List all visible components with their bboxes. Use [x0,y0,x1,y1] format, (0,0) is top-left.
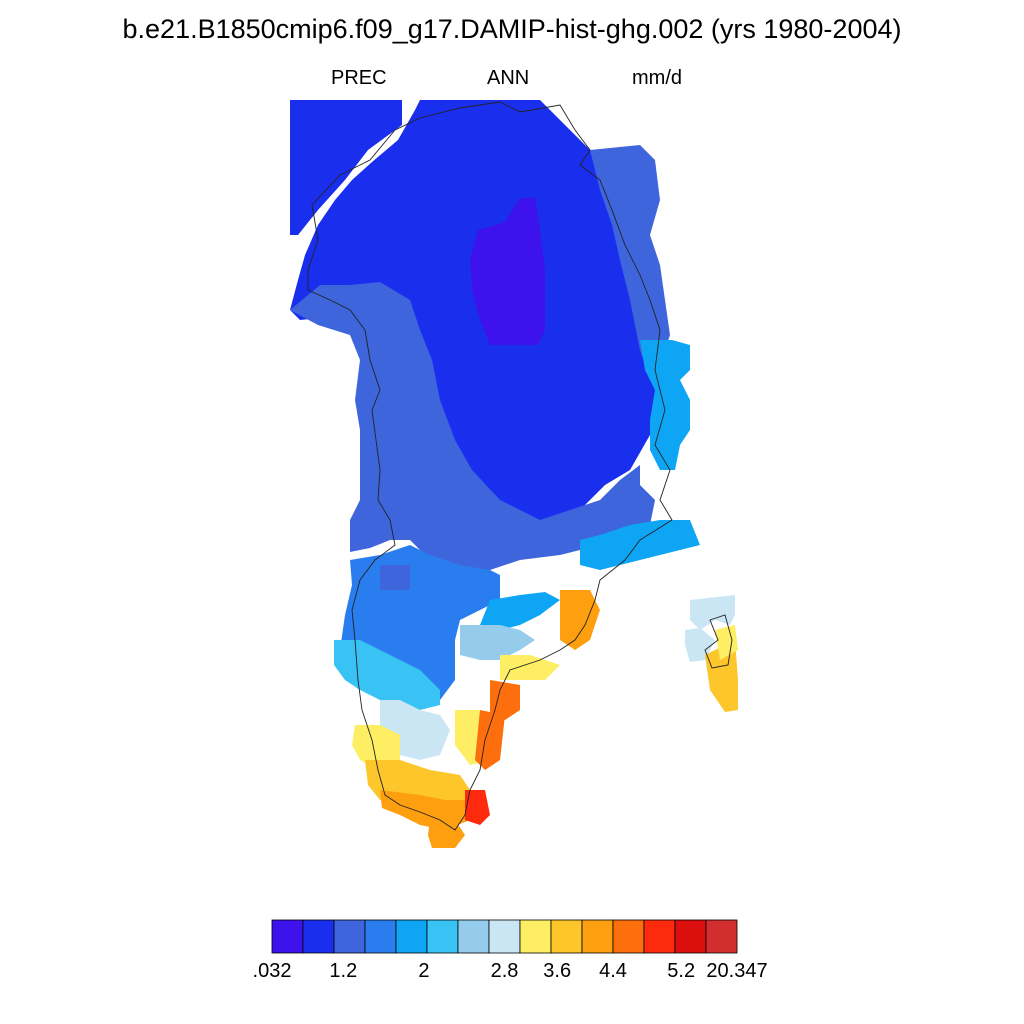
cell-island-light-b [685,628,715,662]
cell-mid-b [460,625,535,660]
coastline [307,101,673,831]
cell-red-tip [465,790,490,825]
colorbar-swatch [333,919,366,954]
colorbar-tick-label: 4.4 [599,960,627,982]
colorbar-swatch [519,919,552,954]
colorbar-swatch [488,919,521,954]
colorbar-swatch [302,919,335,954]
cell-dome [470,198,545,345]
colorbar-swatch [674,919,707,954]
colorbar-tick-label: 20.347 [706,960,768,982]
cell-orange-f [428,820,465,848]
cell-region-east-margin [590,145,670,380]
cell-island-light [690,595,735,630]
cell-sw-light [334,640,440,710]
colorbar-swatch [705,919,738,954]
cell-island-orange [705,640,738,712]
cell-yellow-a [352,725,400,770]
colorbar-swatch [364,919,397,954]
colorbar-tick-label: 3.6 [543,960,572,982]
cell-region-nw [290,100,402,235]
cell-orange-b [490,680,520,720]
cell-east-coast-b [580,520,700,570]
cell-yellow-b [500,655,560,680]
colorbar-tick-label: 5.2 [667,960,696,982]
colorbar-swatch [426,919,459,954]
cell-orange-a [560,590,600,650]
variable-label: PREC [331,67,387,89]
colorbar-tick-label: 2.8 [490,960,519,982]
precip-field [290,100,738,848]
cell-region-north [290,100,665,565]
colorbar-tick-label: 1.2 [329,960,358,982]
season-label: ANN [487,67,530,89]
cell-sw-patch [380,565,410,590]
colorbar-swatch [612,919,645,954]
colorbar-swatch [643,919,676,954]
colorbar-swatch [581,919,614,954]
cell-east-coast-a [640,340,690,470]
map-title: b.e21.B1850cmip6.f09_g17.DAMIP-hist-ghg.… [122,14,902,44]
colorbar-tick-label: 2 [418,960,430,982]
colorbar-swatch [457,919,490,954]
cell-island-yellow [715,625,738,660]
coastline-island [704,614,733,669]
cell-mid-a [480,592,560,630]
units-label: mm/d [632,67,682,89]
cell-region-west-margin [290,282,655,575]
colorbar-swatch [271,919,304,954]
colorbar-tick-label: .032 [252,960,292,982]
colorbar-swatch [550,919,583,954]
colorbar-swatch [395,919,428,954]
